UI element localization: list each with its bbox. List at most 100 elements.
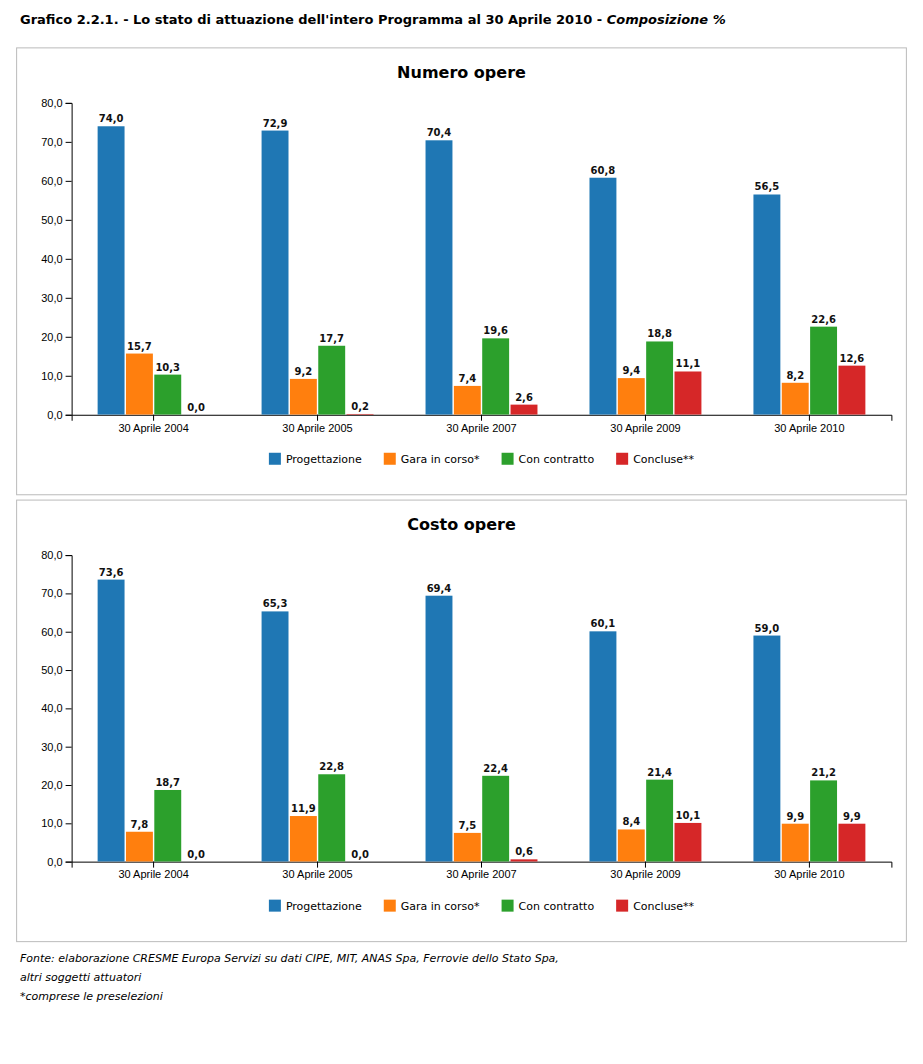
bar [482, 338, 509, 414]
x-tick-mark [317, 862, 318, 868]
y-tick: 80,0 [41, 549, 71, 561]
bar-series [511, 823, 866, 862]
bar [347, 413, 374, 414]
x-tick: 30 Aprile 2009 [610, 415, 680, 434]
page-title-italic: Composizione % [607, 12, 726, 27]
legend-swatch [269, 900, 281, 912]
legend-label: Gara in corso* [401, 900, 480, 913]
data-label: 9,9 [786, 811, 804, 822]
panel-border [17, 500, 907, 942]
axis-line [72, 862, 892, 868]
bar [810, 780, 837, 861]
data-label: 8,2 [786, 370, 804, 381]
bar [347, 861, 374, 862]
x-tick-mark [809, 862, 810, 868]
data-label: 74,0 [99, 113, 124, 124]
bar [838, 366, 865, 415]
x-tick: 30 Aprile 2005 [282, 862, 352, 881]
y-tick: 50,0 [41, 214, 71, 226]
y-axis: 0,010,020,030,040,050,060,070,080,0 [41, 549, 72, 868]
data-label: 7,4 [458, 373, 476, 384]
data-label: 70,4 [427, 127, 452, 138]
x-tick: 30 Aprile 2007 [446, 415, 516, 434]
bars [98, 126, 866, 414]
bar [154, 790, 181, 862]
data-label: 19,6 [483, 325, 508, 336]
legend-label: Concluse** [633, 900, 694, 913]
x-tick: 30 Aprile 2005 [282, 415, 352, 434]
data-label: 12,6 [840, 353, 865, 364]
x-tick-label: 30 Aprile 2007 [446, 422, 516, 434]
y-tick-label: 0,0 [47, 856, 62, 868]
y-tick-label: 60,0 [41, 175, 62, 187]
x-tick-label: 30 Aprile 2004 [118, 422, 188, 434]
y-tick-label: 20,0 [41, 331, 62, 343]
data-label: 60,1 [591, 618, 616, 629]
legend-item: Con contratto [502, 900, 595, 913]
y-tick-mark [66, 298, 72, 299]
y-tick-mark [66, 670, 72, 671]
data-label: 59,0 [755, 623, 780, 634]
y-tick: 60,0 [41, 626, 71, 638]
y-tick: 70,0 [41, 587, 71, 599]
y-tick-mark [66, 376, 72, 377]
page-title: Grafico 2.2.1. - Lo stato di attuazione … [20, 12, 726, 27]
legend-label: Progettazione [286, 453, 362, 466]
y-tick-label: 40,0 [41, 702, 62, 714]
bar-series [347, 366, 866, 415]
y-tick-label: 70,0 [41, 587, 62, 599]
y-tick: 80,0 [41, 97, 71, 109]
x-axis: 30 Aprile 2004 30 Aprile 2005 30 Aprile 20… [72, 415, 892, 434]
bar [98, 126, 125, 414]
y-tick-label: 10,0 [41, 370, 62, 382]
x-tick: 30 Aprile 2007 [446, 862, 516, 881]
chart-panel: Numero opere0,010,020,030,040,050,060,07… [17, 48, 907, 495]
bar [262, 131, 289, 415]
bar-series [126, 816, 809, 862]
data-label: 7,5 [458, 820, 476, 831]
data-label: 7,8 [131, 819, 149, 830]
y-tick: 40,0 [41, 253, 71, 265]
y-tick-mark [66, 259, 72, 260]
legend-swatch [502, 900, 514, 912]
y-tick-mark [66, 593, 72, 594]
y-tick: 10,0 [41, 370, 71, 382]
x-tick-mark [481, 415, 482, 421]
bar-series [154, 774, 837, 861]
legend-item: Progettazione [269, 900, 362, 913]
x-tick-mark [645, 862, 646, 868]
bar-series [98, 126, 781, 414]
legend-item: Progettazione [269, 453, 362, 466]
legend-swatch [384, 453, 396, 465]
bar [318, 774, 345, 861]
bar-series [98, 580, 781, 862]
legend-label: Gara in corso* [401, 453, 480, 466]
data-label: 60,8 [591, 165, 616, 176]
y-tick-mark [66, 785, 72, 786]
y-tick: 40,0 [41, 702, 71, 714]
chart-page: Grafico 2.2.1. - Lo stato di attuazione … [0, 0, 923, 1064]
axis-line [66, 103, 73, 415]
bar-series [126, 354, 809, 415]
y-tick-mark [66, 181, 72, 182]
bar [753, 636, 780, 862]
legend-label: Con contratto [519, 900, 595, 913]
x-tick-mark [317, 415, 318, 421]
data-label: 21,4 [647, 767, 672, 778]
y-tick-mark [66, 220, 72, 221]
axis-line [72, 415, 892, 421]
legend-swatch [269, 453, 281, 465]
data-label: 0,2 [351, 401, 369, 412]
legend-swatch [384, 900, 396, 912]
x-tick: 30 Aprile 2004 [118, 415, 188, 434]
data-label: 0,0 [351, 849, 369, 860]
x-tick-label: 30 Aprile 2010 [774, 868, 844, 880]
x-tick-mark [809, 415, 810, 421]
bar [154, 375, 181, 415]
y-tick-label: 50,0 [41, 664, 62, 676]
bar [262, 611, 289, 861]
x-tick-label: 30 Aprile 2007 [446, 868, 516, 880]
data-label: 18,7 [155, 777, 180, 788]
y-tick: 0,0 [47, 409, 71, 421]
bar [838, 824, 865, 862]
